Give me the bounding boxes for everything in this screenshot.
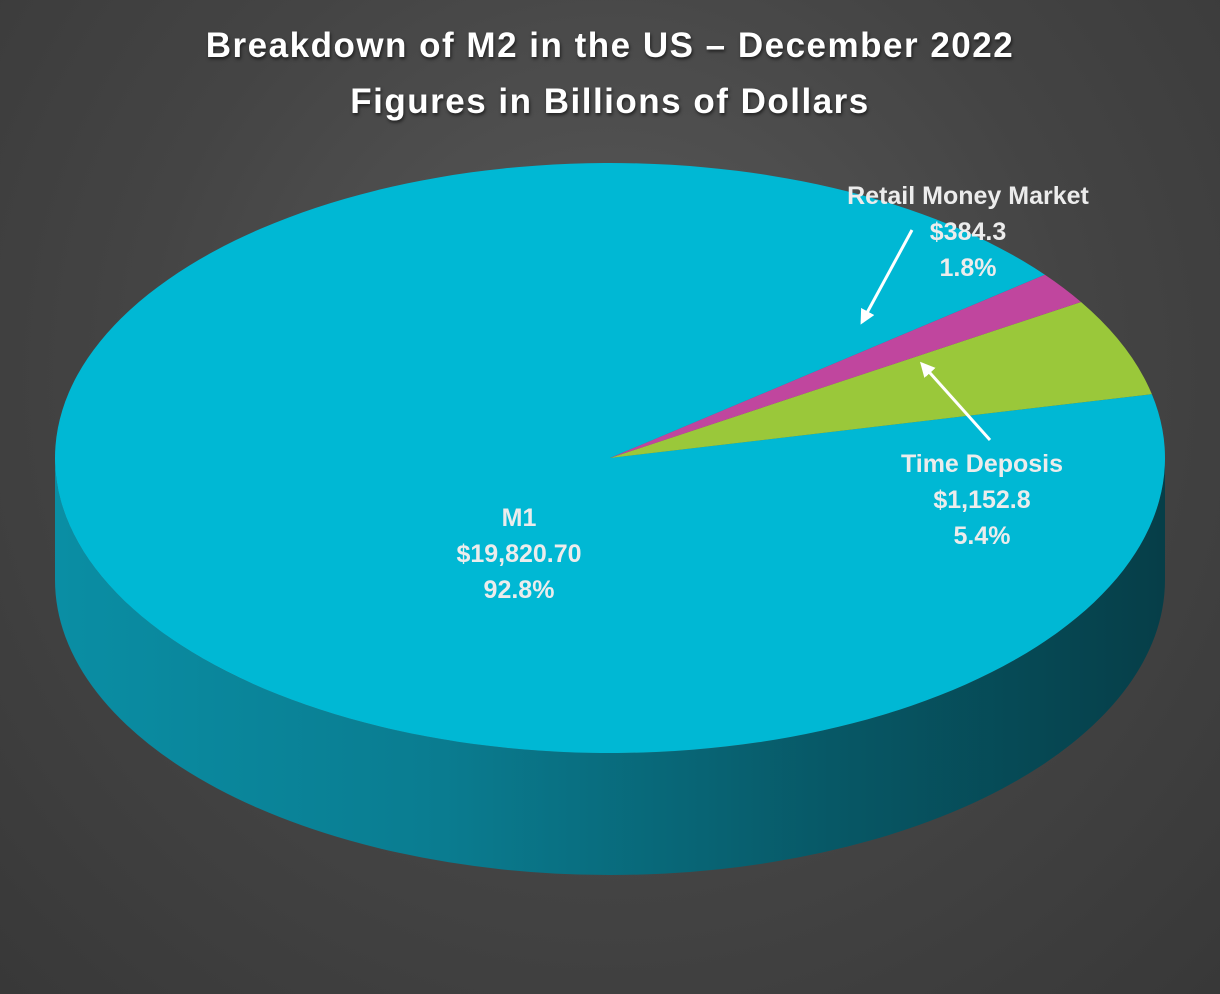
- pie-slice-3: [610, 274, 1082, 458]
- label-m1: M1 $19,820.70 92.8%: [456, 504, 581, 604]
- slice-labels: M1 $19,820.70 92.8% Time Deposis $1,152.8 5.4…: [456, 182, 1089, 604]
- pie-slice-2: [610, 301, 1152, 458]
- chart-subtitle: Figures in Billions of Dollars: [350, 82, 870, 121]
- label-time-deposits: Time Deposis $1,152.8 5.4%: [901, 450, 1063, 550]
- pie-3d-group: [55, 163, 1165, 875]
- pie-side-wall: [55, 458, 1165, 875]
- chart-title-block: Breakdown of M2 in the US – December 202…: [0, 18, 1220, 130]
- pie-slice-1: [55, 163, 1165, 754]
- label-retail-money-market: Retail Money Market $384.3 1.8%: [847, 182, 1089, 282]
- chart-title: Breakdown of M2 in the US – December 202…: [205, 26, 1015, 65]
- arrow-time-deposits: [919, 361, 992, 442]
- arrow-retail-money-market: [860, 229, 914, 325]
